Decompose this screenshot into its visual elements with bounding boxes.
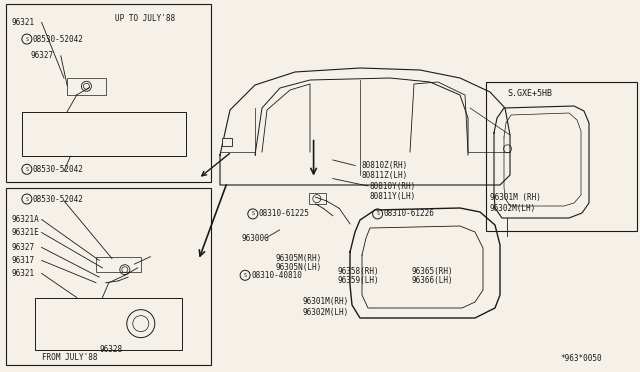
Text: *963*0050: *963*0050 bbox=[560, 355, 602, 363]
Text: 96301M (RH): 96301M (RH) bbox=[490, 193, 540, 202]
Text: 80811Z(LH): 80811Z(LH) bbox=[362, 171, 408, 180]
Bar bbox=[6, 188, 211, 365]
Text: 08530-52042: 08530-52042 bbox=[33, 35, 84, 44]
Text: 96301M(RH): 96301M(RH) bbox=[303, 297, 349, 306]
Text: S: S bbox=[26, 36, 28, 42]
Text: 96365(RH): 96365(RH) bbox=[412, 267, 453, 276]
Text: 96317: 96317 bbox=[12, 256, 35, 265]
Text: 08310-61226: 08310-61226 bbox=[383, 209, 435, 218]
Text: 96302M(LH): 96302M(LH) bbox=[490, 204, 536, 213]
Text: 96321A: 96321A bbox=[12, 215, 39, 224]
Text: 96305M(RH): 96305M(RH) bbox=[275, 254, 321, 263]
Bar bbox=[67, 78, 106, 95]
Text: 08530-52042: 08530-52042 bbox=[33, 195, 84, 203]
Bar bbox=[35, 298, 182, 350]
Text: 96302M(LH): 96302M(LH) bbox=[303, 308, 349, 317]
Text: S.GXE+5HB: S.GXE+5HB bbox=[508, 89, 552, 97]
Text: 08530-52042: 08530-52042 bbox=[33, 165, 84, 174]
Text: 96327: 96327 bbox=[12, 243, 35, 252]
Text: 96359(LH): 96359(LH) bbox=[337, 276, 379, 285]
Text: 80810Z(RH): 80810Z(RH) bbox=[362, 161, 408, 170]
Text: 96358(RH): 96358(RH) bbox=[337, 267, 379, 276]
Bar bbox=[222, 138, 232, 146]
Bar bbox=[22, 112, 186, 156]
Text: S: S bbox=[244, 273, 246, 278]
Text: 08310-61225: 08310-61225 bbox=[259, 209, 310, 218]
Text: 80810Y(RH): 80810Y(RH) bbox=[370, 182, 416, 190]
Text: 96366(LH): 96366(LH) bbox=[412, 276, 453, 285]
Text: S: S bbox=[26, 196, 28, 202]
Text: 96328: 96328 bbox=[99, 345, 122, 354]
Text: 80811Y(LH): 80811Y(LH) bbox=[370, 192, 416, 201]
Text: 96321E: 96321E bbox=[12, 228, 39, 237]
Text: S: S bbox=[376, 211, 379, 217]
Text: 96321: 96321 bbox=[12, 269, 35, 278]
Text: S: S bbox=[26, 167, 28, 172]
Text: UP TO JULY'88: UP TO JULY'88 bbox=[115, 14, 175, 23]
Text: S: S bbox=[252, 211, 254, 217]
Bar bbox=[96, 257, 141, 272]
Text: 96327: 96327 bbox=[31, 51, 54, 60]
Bar bbox=[309, 193, 326, 204]
Text: 96321: 96321 bbox=[12, 18, 35, 27]
Text: 96305N(LH): 96305N(LH) bbox=[275, 263, 321, 272]
Bar bbox=[486, 82, 637, 231]
Text: 96300G: 96300G bbox=[242, 234, 269, 243]
Bar bbox=[6, 4, 211, 182]
Text: FROM JULY'88: FROM JULY'88 bbox=[42, 353, 97, 362]
Text: 08310-40810: 08310-40810 bbox=[251, 271, 302, 280]
